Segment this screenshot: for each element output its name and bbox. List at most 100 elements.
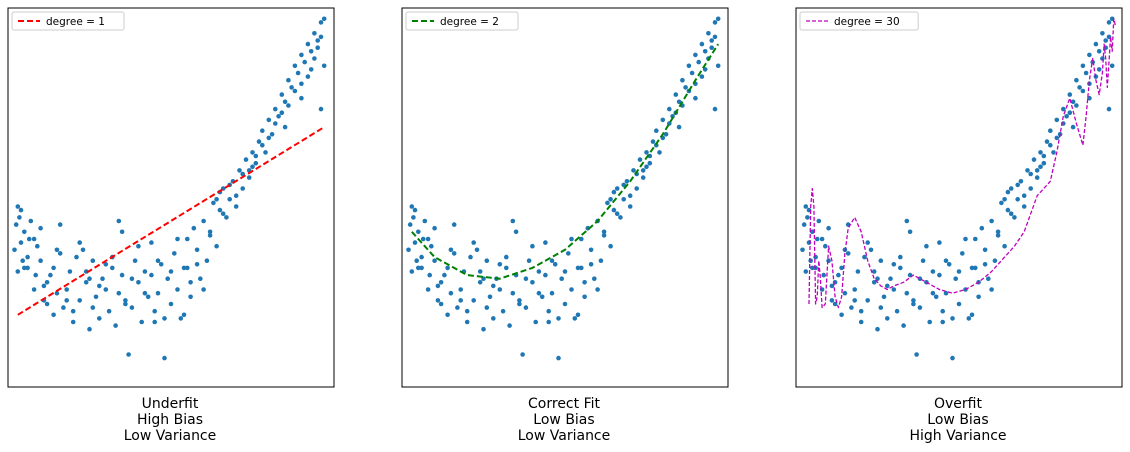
fit-line: [808, 18, 1117, 309]
data-point: [438, 280, 444, 285]
data-point: [712, 20, 718, 25]
data-point: [162, 355, 167, 361]
data-point: [458, 287, 463, 292]
data-point: [712, 34, 718, 40]
data-point: [299, 81, 304, 87]
data-point: [898, 265, 903, 271]
data-point: [871, 280, 877, 285]
data-point: [826, 258, 831, 264]
data-point: [427, 272, 432, 278]
data-point: [1044, 139, 1050, 144]
data-point: [530, 243, 535, 249]
data-point: [299, 52, 304, 58]
data-point: [546, 308, 551, 314]
data-point: [582, 294, 587, 300]
data-point: [992, 258, 998, 264]
data-point: [1074, 77, 1079, 83]
data-point: [530, 280, 535, 285]
data-point: [950, 316, 955, 321]
data-point: [26, 236, 32, 242]
data-point: [868, 247, 874, 253]
data-point: [611, 207, 617, 213]
data-point: [246, 175, 252, 180]
data-point: [839, 265, 844, 271]
data-point: [1041, 160, 1047, 166]
data-point: [432, 225, 437, 231]
data-point: [321, 63, 327, 69]
data-point: [904, 290, 910, 296]
data-point: [87, 326, 92, 332]
data-point: [1054, 117, 1060, 123]
data-point: [627, 204, 633, 209]
data-point: [15, 204, 21, 209]
data-point: [1034, 175, 1040, 180]
data-point: [136, 243, 141, 249]
panel-underfit: degree = 1 Underfit High Bias Low Varian…: [5, 0, 335, 452]
caption-correct-fit: Correct Fit Low Bias Low Variance: [399, 396, 729, 444]
data-point: [504, 265, 509, 271]
caption-underfit: Underfit High Bias Low Variance: [5, 396, 335, 444]
data-point: [1106, 106, 1112, 112]
data-point: [676, 99, 682, 105]
data-point: [497, 262, 503, 267]
data-point: [986, 276, 991, 282]
data-point: [1051, 150, 1056, 155]
data-point: [38, 225, 43, 231]
data-point: [579, 236, 584, 242]
data-point: [709, 38, 714, 43]
data-point: [826, 225, 831, 231]
data-point: [185, 236, 190, 242]
data-point: [601, 233, 607, 238]
data-point: [455, 305, 460, 310]
data-point: [464, 319, 470, 325]
data-point: [35, 243, 40, 249]
data-point: [445, 312, 450, 318]
data-point: [420, 236, 426, 242]
data-point: [110, 265, 115, 271]
data-point: [178, 316, 184, 321]
data-point: [601, 229, 607, 235]
data-point: [250, 150, 255, 155]
data-point: [315, 45, 321, 50]
data-point: [647, 160, 653, 166]
data-point: [999, 200, 1004, 206]
data-point: [312, 31, 317, 36]
data-point: [12, 247, 17, 253]
data-point: [1103, 38, 1108, 43]
data-point: [1048, 142, 1053, 148]
data-point: [1077, 85, 1082, 90]
data-point: [142, 269, 148, 274]
data-point: [907, 229, 913, 235]
data-point: [162, 316, 167, 321]
data-point: [1021, 204, 1027, 209]
data-point: [592, 276, 597, 282]
data-point: [295, 70, 301, 76]
data-point: [484, 258, 490, 264]
data-point: [654, 128, 659, 133]
data-point: [663, 132, 669, 137]
data-point: [855, 269, 861, 274]
data-point: [1034, 168, 1040, 173]
data-point: [966, 316, 972, 321]
data-point: [233, 204, 239, 209]
data-point: [693, 95, 698, 101]
data-point: [119, 229, 125, 235]
data-point: [407, 222, 413, 227]
data-point: [422, 218, 428, 224]
data-point: [1054, 135, 1060, 141]
data-point: [67, 269, 73, 274]
data-point: [940, 319, 945, 325]
legend: degree = 30: [799, 11, 919, 31]
data-point: [1028, 186, 1033, 191]
data-point: [1061, 106, 1066, 112]
data-point: [960, 251, 965, 256]
data-point: [429, 243, 434, 249]
data-point: [1028, 171, 1033, 177]
data-point: [432, 258, 437, 264]
data-point: [1067, 92, 1073, 97]
data-point: [103, 287, 109, 292]
data-point: [54, 290, 60, 296]
data-point: [116, 218, 122, 224]
data-point: [898, 254, 903, 260]
data-point: [451, 222, 457, 227]
